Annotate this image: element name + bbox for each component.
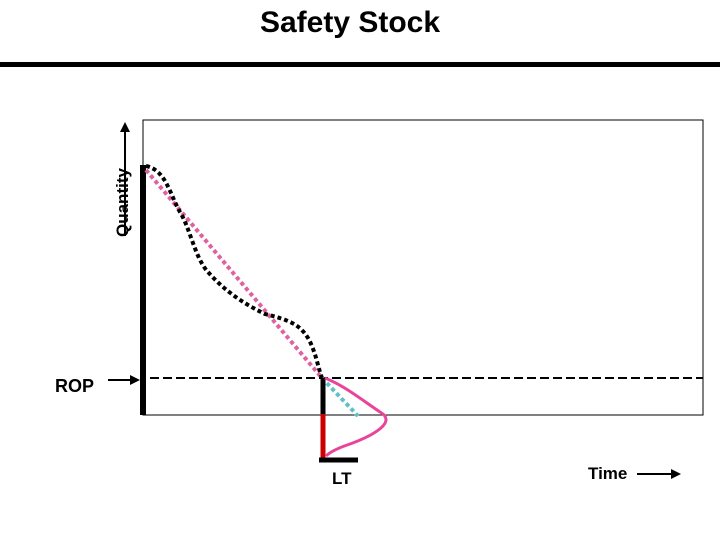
x-axis-label: Time [588, 464, 627, 483]
y-axis-label: Quantity [113, 168, 132, 237]
rop-label: ROP [55, 376, 94, 396]
title-underline [0, 62, 720, 67]
lead-time-label: LT [332, 469, 352, 488]
actual-demand-curve [145, 164, 324, 379]
demand-distribution-curve [324, 376, 388, 458]
expected-demand-line [144, 168, 324, 380]
lead-time-demand-projection [320, 376, 360, 418]
page-title: Safety Stock [259, 6, 441, 39]
